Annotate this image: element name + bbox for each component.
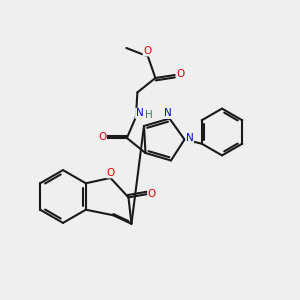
Text: O: O <box>143 46 152 56</box>
Text: O: O <box>106 168 115 178</box>
Text: H: H <box>145 110 152 120</box>
Text: N: N <box>164 108 172 118</box>
Text: N: N <box>136 108 143 118</box>
Text: O: O <box>98 132 106 142</box>
Text: O: O <box>176 69 184 80</box>
Text: N: N <box>186 133 194 143</box>
Text: O: O <box>148 189 156 199</box>
